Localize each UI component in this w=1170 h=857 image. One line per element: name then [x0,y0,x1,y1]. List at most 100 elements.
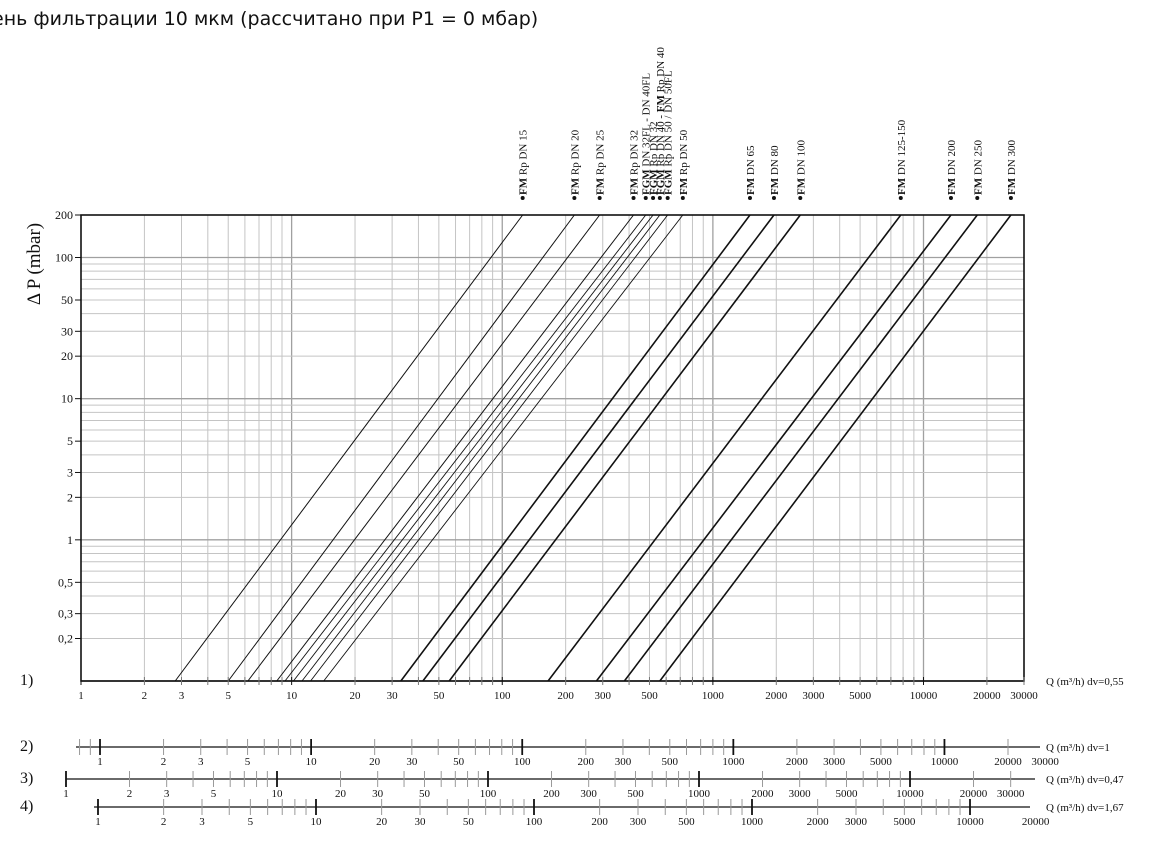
y-tick-label: 20 [61,349,73,363]
series-label-11: FM DN 100 [795,140,807,195]
series-label-5: FGM Rp DN 32 [648,121,660,195]
chart-title: ень фильтрации 10 мкм (рассчитано при P1… [0,8,539,30]
series-label-dot [898,196,903,200]
x-tick-label: 5 [248,816,254,828]
x-tick-label: 2 [142,690,148,702]
series-label-14: FM DN 250 [972,140,984,195]
series-line-9 [400,214,751,682]
x-tick-label: 30 [387,690,399,702]
series-lines [174,214,1012,682]
x-tick-label: 100 [480,788,497,800]
x-tick-label: 100 [494,690,511,702]
y-tick-label: 3 [67,465,73,479]
series-label-dot [1008,196,1013,200]
series-label-13: FM DN 200 [946,140,958,195]
x-tick-label: 30 [415,816,427,828]
x-tick-label: 1000 [722,756,745,768]
x-tick-label: 1 [95,816,101,828]
x-tick-label: 50 [433,690,445,702]
x-tick-label: 30 [406,756,418,768]
series-label-dot [651,196,656,200]
x-tick-label: 20 [369,756,381,768]
x-tick-label: 200 [557,690,574,702]
series-label-dot [665,196,670,200]
x-tick-label: 20 [350,690,362,702]
series-label-6: FGM Rp DN 40 - FM Rp DN 40 [655,47,667,195]
x-axis-index-label: 1) [20,672,33,689]
x-tick-label: 300 [580,788,597,800]
y-tick-label: 50 [61,293,73,307]
series-line-0 [174,214,524,682]
x-tick-label: 10 [272,788,284,800]
x-axis-4: 1 2 3 5 10 20 30 50 100 200 300 500 1000 2000 3000 5000… [20,798,1124,828]
x-tick-label: 10 [286,690,298,702]
x-tick-label: 30000 [1031,756,1059,768]
x-tick-label: 200 [543,788,560,800]
y-tick-label: 2 [67,490,73,504]
x-axes: 1 2 3 5 10 20 30 50 100 200 300 500 1000 2000 3000 5000… [20,672,1124,828]
series-label-1: FM Rp DN 20 [569,129,581,195]
series-label-12: FM DN 125-150 [896,119,908,195]
series-label-dot [680,196,685,200]
x-tick-label: 20000 [960,788,988,800]
plot-border [80,214,1025,682]
x-tick-label: 2 [161,816,167,828]
x-tick-label: 500 [662,756,679,768]
x-axis-name: Q (m³/h) dv=1 [1046,742,1110,754]
y-tick-label: 100 [55,250,73,264]
x-tick-label: 100 [526,816,543,828]
x-tick-label: 300 [615,756,632,768]
series-label-dot [631,196,636,200]
x-tick-label: 2000 [786,756,809,768]
x-axis-index-label: 4) [20,798,33,815]
x-tick-label: 50 [453,756,465,768]
series-line-12 [547,214,902,682]
x-tick-label: 10000 [910,690,938,702]
series-label-dot [657,196,662,200]
series-line-14 [623,214,978,682]
x-tick-label: 10000 [896,788,924,800]
x-tick-label: 1000 [741,816,764,828]
y-axis-tick-labels: 200 100 50 30 20 10 5 3 2 1 0,5 0,3 0,2 [55,208,81,646]
series-line-6 [301,214,661,682]
x-tick-label: 1000 [702,690,725,702]
grid-lines [81,215,1024,681]
series-label-9: FM DN 65 [745,145,757,195]
x-tick-label: 300 [594,690,611,702]
x-axis-2: 1 2 3 5 10 20 30 50 100 200 300 500 1000 2000 3000 5000… [20,738,1110,768]
x-axis-name: Q (m³/h) dv=0,47 [1046,774,1124,786]
y-tick-label: 5 [67,434,73,448]
y-tick-label: 30 [61,324,73,338]
series-label-dot [520,196,525,200]
series-line-5 [293,214,654,682]
x-tick-label: 200 [591,816,608,828]
y-tick-label: 200 [55,208,73,222]
series-label-dot [975,196,980,200]
x-tick-label: 3000 [789,788,812,800]
x-tick-label: 20000 [973,690,1001,702]
x-tick-label: 5 [245,756,251,768]
y-tick-label: 1 [67,533,73,547]
series-label-10: FM DN 80 [769,145,781,195]
x-axis-index-label: 3) [20,770,33,787]
series-line-8 [323,214,684,682]
x-tick-label: 500 [627,788,644,800]
x-tick-label: 10 [311,816,323,828]
series-label-dot [572,196,577,200]
series-label-3: FM Rp DN 32 [629,130,641,195]
series-label-dot [948,196,953,200]
x-axis-1: 1 2 3 5 10 20 30 50 100 200 300 500 1000 2000 3000 5000… [20,672,1124,702]
series-label-dot [747,196,752,200]
x-tick-label: 2000 [752,788,775,800]
x-tick-label: 2000 [807,816,830,828]
x-tick-label: 30 [372,788,384,800]
x-tick-label: 3 [198,756,204,768]
y-tick-label: 10 [61,392,73,406]
x-tick-label: 300 [630,816,647,828]
x-tick-label: 2 [127,788,133,800]
plot-frame [80,214,1025,682]
y-tick-label: 0,2 [58,632,73,646]
x-tick-label: 5000 [893,816,916,828]
x-axis-name: Q (m³/h) dv=0,55 [1046,676,1124,688]
